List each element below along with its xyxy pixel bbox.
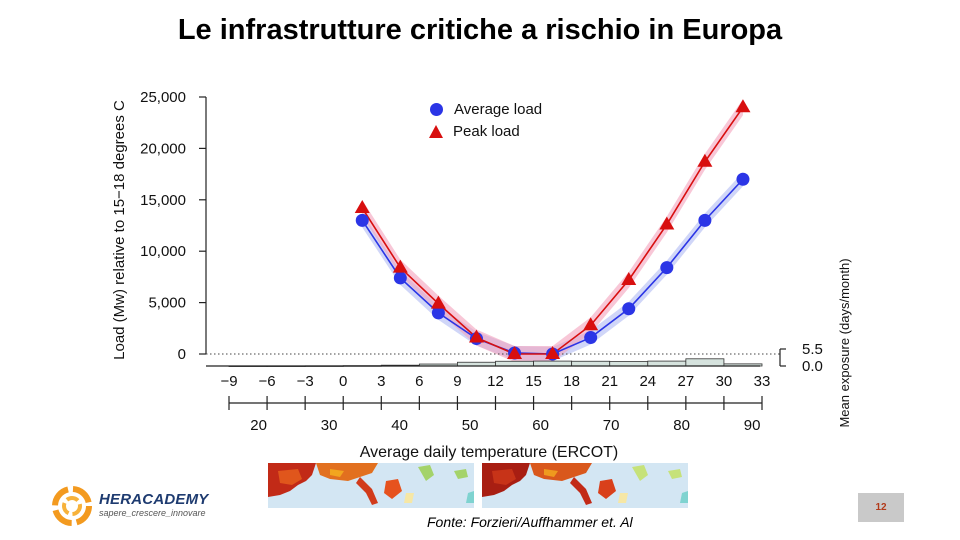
peak-load-point (545, 346, 561, 359)
triangle-marker-icon (429, 124, 443, 138)
chart-axes: 0 5,000 10,000 15,000 20,000 25,000 5.50.0 −9 −6… (140, 89, 823, 434)
celsius-tick-label: 9 (453, 373, 461, 390)
average-load-point (584, 331, 598, 345)
average-load-point (393, 271, 407, 285)
exposure-bar (495, 360, 534, 367)
celsius-tick-label: 18 (563, 373, 580, 390)
slide-title: Le infrastrutture critiche a rischio in … (177, 14, 783, 46)
celsius-tick-label: 30 (716, 373, 733, 390)
peak-load-point (507, 346, 523, 359)
celsius-tick-label: −3 (297, 373, 314, 390)
celsius-tick-label: 6 (415, 373, 423, 390)
peak-load-point (468, 329, 484, 343)
peak-load-point (735, 99, 751, 113)
exposure-tick-label: 5.5 (802, 341, 823, 358)
legend-peak-label: Peak load (453, 122, 520, 140)
celsius-tick-label: −9 (220, 373, 237, 390)
y-tick-label: 5,000 (148, 295, 186, 312)
fahrenheit-tick-label: 30 (321, 417, 338, 434)
confidence-band (362, 99, 743, 362)
average-load-point (355, 213, 369, 227)
page-number: 12 (858, 493, 904, 522)
y-tick-label: 25,000 (140, 89, 186, 106)
y-tick-label: 15,000 (140, 192, 186, 209)
legend-peak: Peak load (428, 120, 542, 142)
average-load-point (698, 213, 712, 227)
peak-load-point (354, 200, 370, 214)
celsius-tick-label: 0 (339, 373, 347, 390)
celsius-tick-label: 33 (754, 373, 771, 390)
fahrenheit-tick-label: 40 (391, 417, 408, 434)
celsius-tick-label: 15 (525, 373, 542, 390)
legend-average: Average load (428, 98, 542, 120)
average-load-point (431, 306, 445, 320)
fahrenheit-tick-label: 90 (744, 417, 761, 434)
europe-map-thumbnail-2 (482, 463, 688, 508)
exposure-bar (571, 360, 611, 367)
peak-load-point (621, 271, 637, 285)
series-lines (361, 106, 744, 355)
peak-load-point (392, 259, 408, 273)
peak-load-point (583, 317, 599, 331)
circle-marker-icon (430, 102, 443, 116)
y-tick-label: 10,000 (140, 243, 186, 260)
brand-name: HERACADEMY (99, 491, 209, 508)
legend-average-label: Average load (454, 100, 543, 118)
heracademy-logo-icon (52, 486, 92, 526)
y-tick-label: 0 (178, 346, 186, 363)
fahrenheit-tick-label: 80 (673, 417, 690, 434)
fahrenheit-tick-label: 50 (462, 417, 479, 434)
celsius-tick-label: 21 (601, 373, 618, 390)
y-axis-label: Load (Mw) relative to 15−18 degrees C (111, 100, 128, 360)
confidence-bands (362, 99, 743, 362)
exposure-bar (685, 358, 725, 367)
celsius-tick-label: −6 (259, 373, 276, 390)
exposure-histogram (228, 358, 763, 367)
average-load-point (736, 172, 750, 186)
exposure-bar (533, 360, 573, 367)
series-line (361, 178, 744, 355)
celsius-tick-label: 3 (377, 373, 385, 390)
exposure-label: Mean exposure (days/month) (837, 258, 852, 427)
fahrenheit-tick-label: 70 (603, 417, 620, 434)
celsius-tick-label: 27 (678, 373, 695, 390)
celsius-tick-label: 24 (639, 373, 656, 390)
peak-load-point (430, 295, 446, 309)
average-load-point (622, 302, 636, 316)
series-markers (354, 99, 751, 361)
fahrenheit-tick-label: 60 (532, 417, 549, 434)
x-axis-label: Average daily temperature (ERCOT) (360, 444, 618, 461)
fahrenheit-tick-label: 20 (250, 417, 267, 434)
exposure-bar (609, 361, 649, 367)
y-tick-label: 20,000 (140, 140, 186, 157)
exposure-tick-label: 0.0 (802, 358, 823, 375)
exposure-bar (647, 360, 687, 367)
peak-load-point (659, 216, 675, 230)
celsius-tick-label: 12 (487, 373, 504, 390)
chart-legend: Average load Peak load (428, 98, 542, 142)
series-line (361, 106, 744, 355)
brand-tagline: sapere_crescere_innovare (99, 508, 206, 518)
source-caption: Fonte: Forzieri/Auffhammer et. Al (427, 514, 633, 530)
average-load-point (660, 261, 674, 275)
peak-load-point (697, 153, 713, 167)
europe-map-thumbnail-1 (268, 463, 474, 508)
brand-block: HERACADEMY sapere_crescere_innovare (99, 491, 209, 518)
